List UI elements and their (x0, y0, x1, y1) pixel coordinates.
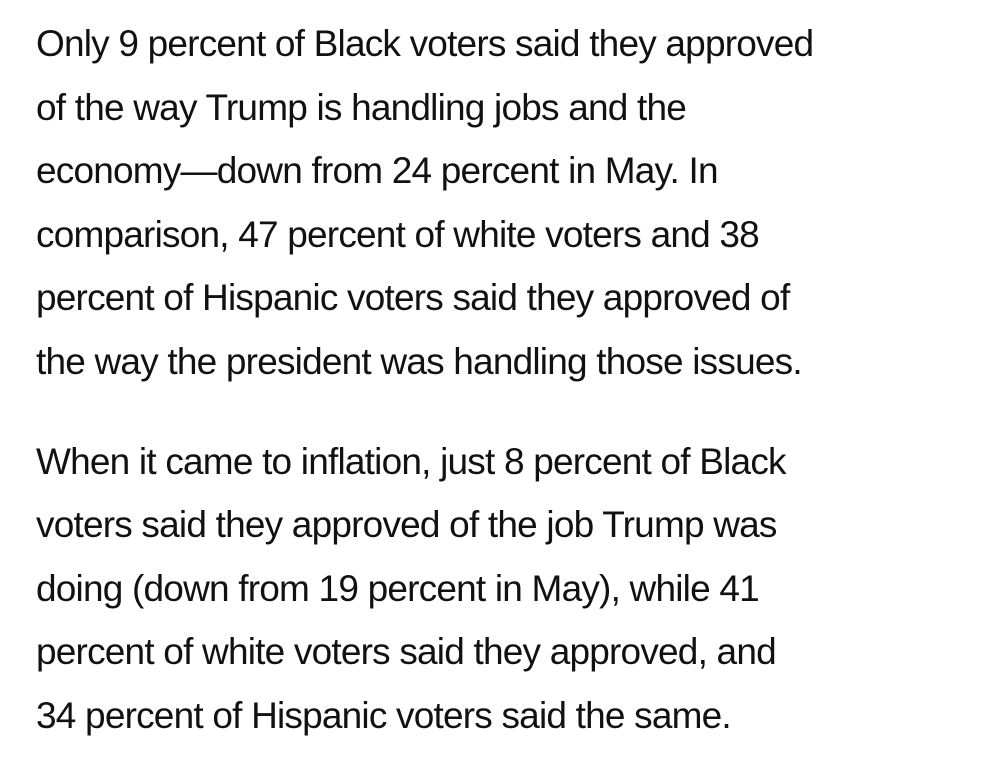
paragraph-line: of the way Trump is handling jobs and th… (36, 86, 687, 128)
paragraph-line: voters said they approved of the job Tru… (36, 504, 777, 546)
paragraph-line: percent of white voters said they approv… (36, 631, 777, 673)
paragraph-2: When it came to inflation, just 8 percen… (36, 430, 964, 748)
paragraph-line: percent of Hispanic voters said they app… (36, 277, 790, 319)
paragraph-line: economy—down from 24 percent in May. In (36, 150, 719, 192)
paragraph-line: 34 percent of Hispanic voters said the s… (36, 694, 732, 736)
paragraph-line: Only 9 percent of Black voters said they… (36, 23, 814, 64)
paragraph-1: Only 9 percent of Black voters said they… (36, 12, 964, 394)
paragraph-line: doing (down from 19 percent in May), whi… (36, 567, 760, 609)
paragraph-line: comparison, 47 percent of white voters a… (36, 213, 760, 255)
paragraph-line: When it came to inflation, just 8 percen… (36, 440, 787, 482)
paragraph-line: the way the president was handling those… (36, 340, 803, 382)
